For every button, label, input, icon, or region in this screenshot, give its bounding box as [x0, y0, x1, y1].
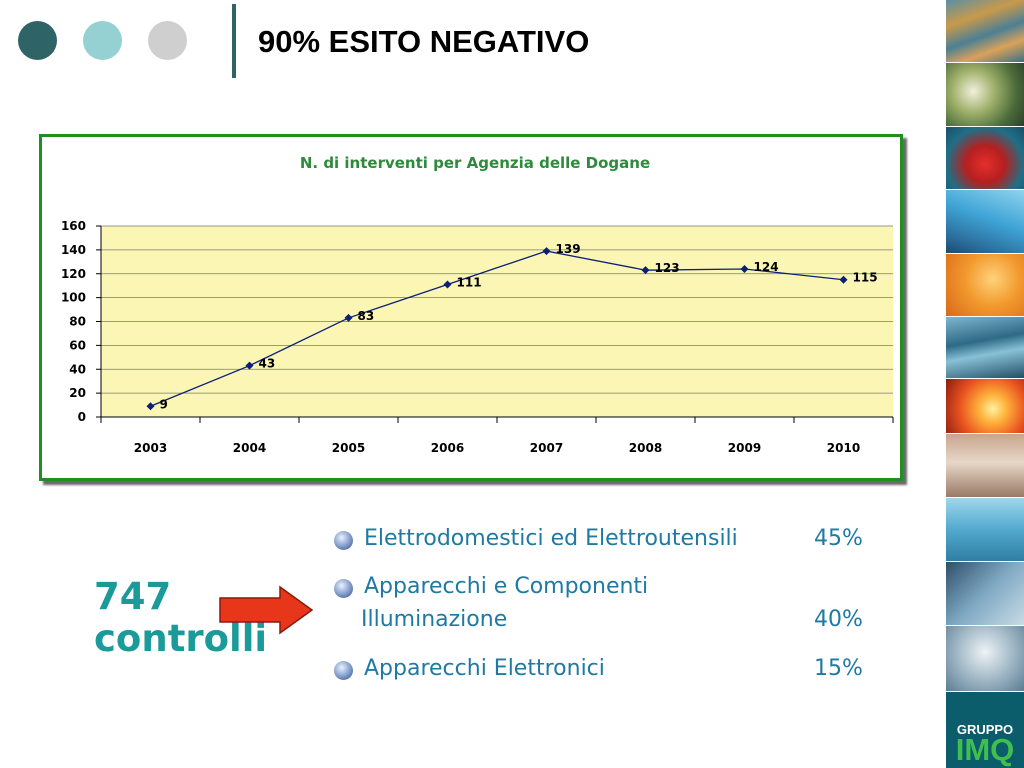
data-label: 139 [556, 242, 581, 256]
y-tick-label: 120 [61, 267, 86, 281]
photo-strip [946, 0, 1024, 768]
data-point-marker [839, 275, 848, 284]
imq-logo: GRUPPO IMQ [946, 692, 1024, 768]
data-point-marker [641, 266, 650, 275]
list-item: Elettrodomestici ed Elettroutensili 45% [334, 522, 874, 556]
y-tick-label: 20 [69, 386, 86, 400]
y-tick-label: 40 [69, 362, 86, 376]
y-tick-label: 80 [69, 315, 86, 329]
chart-title: N. di interventi per Agenzia delle Dogan… [300, 154, 650, 172]
dot-light-teal [83, 21, 122, 60]
arrow-right-icon [219, 585, 314, 635]
data-label: 111 [457, 275, 482, 289]
total-controls: 747 controlli [94, 576, 267, 660]
globe-bullet-icon [334, 661, 353, 680]
data-point-marker [245, 361, 254, 370]
list-item: Apparecchi Elettronici 15% [334, 652, 874, 686]
y-tick-label: 100 [61, 291, 86, 305]
total-label: controlli [94, 617, 268, 660]
photo-tile [946, 434, 1024, 498]
line-chart: N. di interventi per Agenzia delle Dogan… [61, 154, 894, 455]
dot-dark-teal [18, 21, 57, 60]
y-tick-label: 140 [61, 243, 86, 257]
total-number: 747 [94, 575, 172, 618]
y-tick-label: 60 [69, 338, 86, 352]
data-label: 83 [358, 309, 375, 323]
globe-bullet-icon [334, 579, 353, 598]
data-label: 9 [160, 397, 168, 411]
x-tick-label: 2009 [728, 441, 761, 455]
photo-tile [946, 379, 1024, 434]
photo-tile [946, 626, 1024, 692]
header-divider [232, 4, 236, 78]
category-percent: 45% [814, 526, 863, 551]
category-label: Apparecchi e Componenti [364, 574, 649, 599]
x-tick-label: 2006 [431, 441, 464, 455]
category-label-continued: Illuminazione [361, 607, 508, 632]
y-tick-label: 160 [61, 219, 86, 233]
data-point-marker [542, 247, 551, 256]
globe-bullet-icon [334, 531, 353, 550]
data-label: 124 [754, 260, 779, 274]
data-label: 115 [853, 271, 878, 285]
page-title: 90% ESITO NEGATIVO [258, 24, 590, 59]
list-item: Apparecchi e Componenti Illuminazione 40… [334, 570, 874, 640]
data-point-marker [146, 402, 155, 411]
category-label: Apparecchi Elettronici [364, 656, 605, 681]
logo-text-gruppo: GRUPPO [956, 722, 1014, 737]
x-tick-label: 2004 [233, 441, 266, 455]
data-label: 43 [259, 357, 276, 371]
photo-tile [946, 498, 1024, 562]
photo-tile [946, 562, 1024, 626]
photo-tile [946, 254, 1024, 317]
category-percent: 40% [814, 607, 863, 632]
data-point-marker [344, 313, 353, 322]
x-tick-label: 2007 [530, 441, 563, 455]
series-line [150, 250, 844, 407]
x-tick-label: 2008 [629, 441, 662, 455]
category-percent: 15% [814, 656, 863, 681]
logo-text-imq: IMQ [955, 732, 1015, 767]
chart-frame: N. di interventi per Agenzia delle Dogan… [39, 134, 903, 481]
photo-tile [946, 190, 1024, 254]
x-tick-label: 2005 [332, 441, 365, 455]
photo-tile [946, 63, 1024, 127]
x-tick-label: 2003 [134, 441, 167, 455]
photo-tile [946, 0, 1024, 63]
dot-grey [148, 21, 187, 60]
y-tick-label: 0 [78, 410, 86, 424]
x-tick-label: 2010 [827, 441, 860, 455]
photo-tile [946, 127, 1024, 190]
data-label: 123 [655, 261, 680, 275]
data-point-marker [740, 264, 749, 273]
photo-tile [946, 317, 1024, 379]
data-point-marker [443, 280, 452, 289]
category-label: Elettrodomestici ed Elettroutensili [364, 526, 738, 551]
